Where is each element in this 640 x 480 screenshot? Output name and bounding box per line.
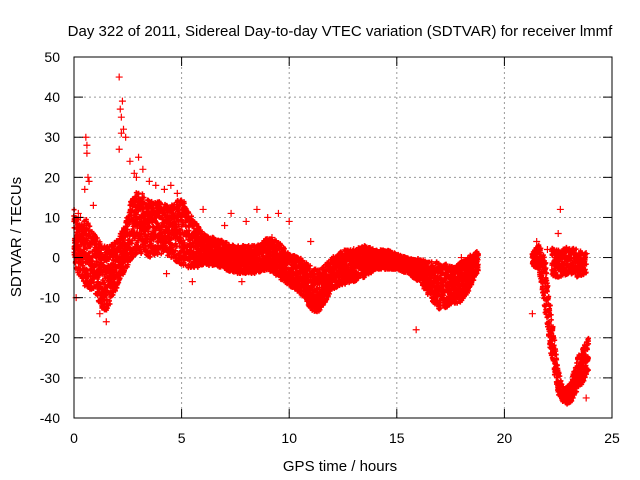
grid	[74, 57, 612, 418]
chart-title: Day 322 of 2011, Sidereal Day-to-day VTE…	[68, 23, 613, 40]
series-main-band	[71, 190, 481, 315]
data-points	[71, 73, 592, 407]
